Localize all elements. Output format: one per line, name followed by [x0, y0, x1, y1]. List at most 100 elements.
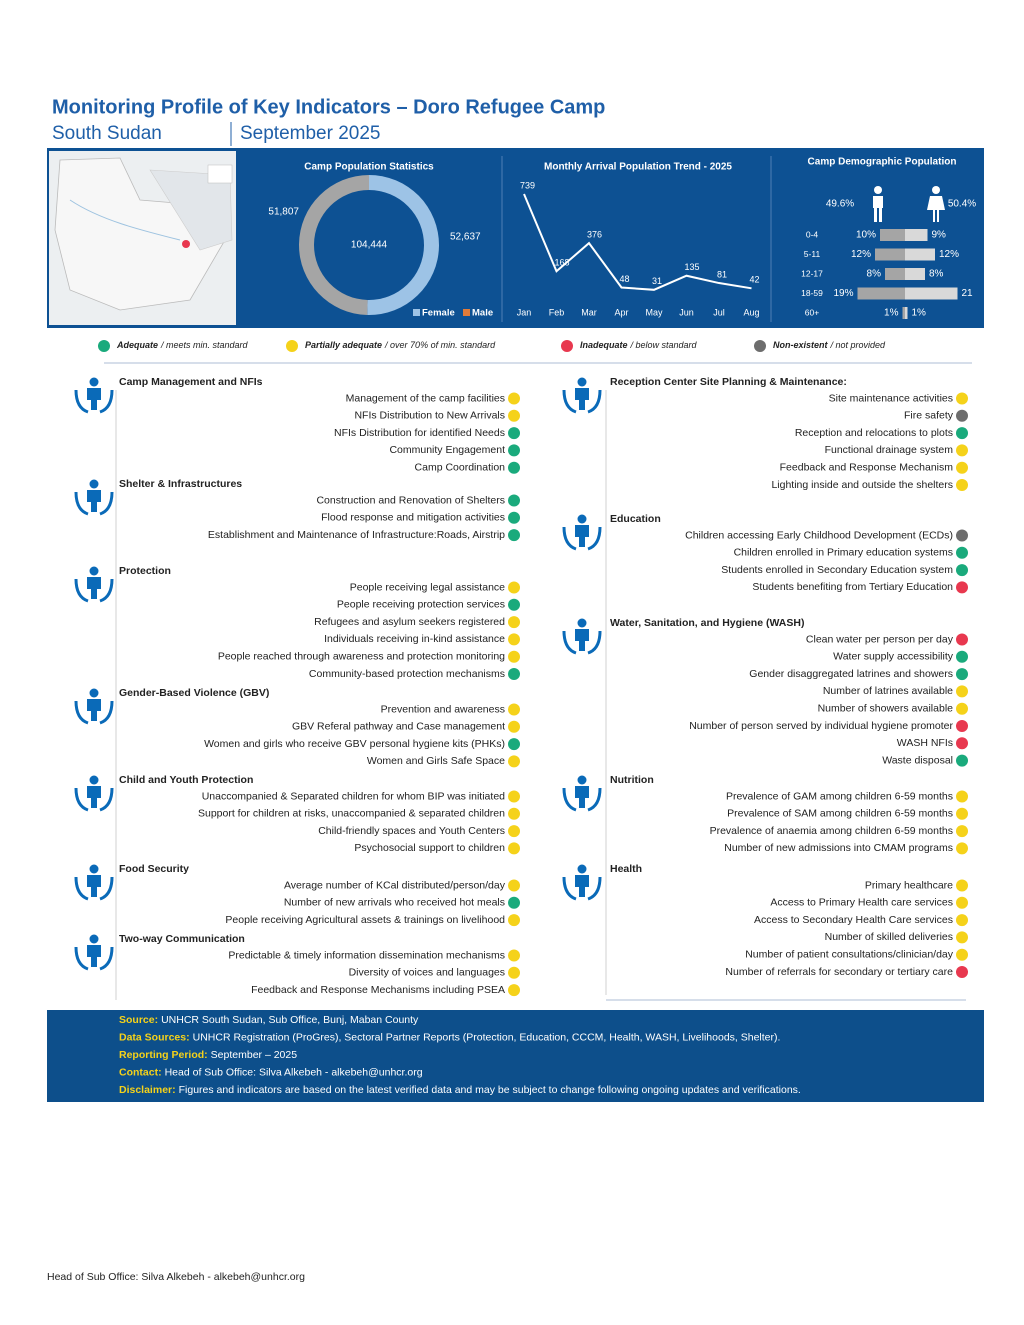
icon-part	[74, 946, 114, 971]
section-title: Reception Center Site Planning & Mainten…	[610, 376, 847, 388]
indicator: Water supply accessibility	[833, 651, 954, 663]
data-label: 376	[587, 229, 602, 239]
status-dot	[956, 737, 968, 750]
status-dot	[956, 966, 968, 978]
status-dot	[956, 720, 968, 732]
person-icon	[932, 186, 940, 194]
status-dot	[956, 948, 968, 961]
icon-part	[577, 514, 587, 524]
section-icon	[74, 775, 114, 812]
section-icon	[562, 775, 602, 812]
icon-part	[562, 876, 602, 901]
indicator: Primary healthcare	[865, 879, 953, 891]
indicator: GBV Referal pathway and Case management	[292, 721, 505, 733]
age-label: 60+	[805, 307, 819, 317]
status-dot	[508, 703, 520, 716]
icon-part	[575, 786, 589, 808]
icon-part	[577, 618, 587, 628]
icon-part	[89, 688, 99, 698]
share-label: 50.4%	[948, 199, 976, 210]
icon-part	[575, 525, 589, 547]
icon-part	[577, 377, 587, 387]
chart-title: Camp Demographic Population	[808, 157, 957, 168]
x-tick-label: Feb	[549, 307, 565, 317]
status-dot	[508, 529, 520, 542]
status-dot	[508, 427, 520, 440]
section-title: Food Security	[119, 863, 189, 875]
footer-label: Reporting Period:	[119, 1049, 208, 1061]
indicator: Number of showers available	[818, 702, 954, 714]
share-label: 49.6%	[826, 199, 854, 210]
indicator: Number of skilled deliveries	[825, 931, 953, 943]
section-title: Child and Youth Protection	[119, 774, 253, 786]
bar	[857, 287, 905, 300]
status-dot	[956, 807, 968, 820]
section-icon	[74, 566, 114, 603]
status-dot	[956, 879, 968, 892]
status-dot	[561, 340, 573, 352]
indicator: Reception and relocations to plots	[795, 427, 953, 439]
indicator: Camp Coordination	[415, 461, 506, 473]
indicator: Number of patient consultations/clinicia…	[745, 948, 954, 960]
status-dot	[754, 340, 766, 352]
status-dot	[508, 755, 520, 768]
icon-part	[89, 479, 99, 489]
icon-part	[87, 490, 101, 512]
indicator: Fire safety	[904, 410, 954, 422]
indicator: Flood response and mitigation activities	[321, 512, 505, 524]
indicator: Students benefiting from Tertiary Educat…	[752, 581, 953, 593]
icon-part	[562, 526, 602, 551]
legend-swatch	[463, 309, 470, 316]
status-dot	[508, 807, 520, 820]
data-label: 19%	[833, 288, 853, 299]
indicator: Establishment and Maintenance of Infrast…	[208, 529, 505, 541]
data-label: 9%	[932, 230, 947, 241]
status-dot	[956, 754, 968, 767]
status-dot	[508, 444, 520, 457]
icon-part	[577, 775, 587, 785]
icon-part	[74, 491, 114, 516]
footer-text: Figures and indicators are based on the …	[179, 1084, 801, 1096]
status-text: Non-existent / not provided	[773, 340, 886, 350]
x-tick-label: Mar	[581, 307, 597, 317]
legend-label: Female	[422, 308, 455, 319]
indicator: Number of new admissions into CMAM progr…	[724, 842, 953, 854]
icon-part	[562, 389, 602, 414]
data-label: 739	[520, 180, 535, 190]
icon-part	[87, 945, 101, 967]
status-dot	[508, 879, 520, 892]
icon-part	[577, 864, 587, 874]
indicator: People receiving legal assistance	[350, 581, 505, 593]
indicator: Psychosocial support to children	[354, 842, 505, 854]
icon-part	[87, 875, 101, 897]
section-title: Two-way Communication	[119, 933, 245, 945]
status-dot	[286, 340, 298, 352]
indicator: NFIs Distribution to New Arrivals	[354, 410, 505, 422]
icon-part	[74, 389, 114, 414]
age-label: 0-4	[806, 229, 819, 239]
status-dot	[508, 598, 520, 611]
status-dot	[508, 392, 520, 405]
indicator: Community-based protection mechanisms	[309, 668, 505, 680]
status-note: / over 70% of min. standard	[384, 340, 496, 350]
status-dot	[508, 914, 520, 927]
status-dot	[508, 790, 520, 803]
status-dot	[508, 842, 520, 855]
status-dot	[508, 966, 520, 979]
footer-box	[47, 1010, 984, 1102]
value-label: 51,807	[268, 207, 299, 218]
section-title: Camp Management and NFIs	[119, 376, 263, 388]
indicator: People receiving protection services	[337, 599, 505, 611]
indicator: Feedback and Response Mechanism	[780, 461, 954, 473]
status-dot	[956, 581, 968, 594]
footer-text: UNHCR South Sudan, Sub Office, Bunj, Mab…	[161, 1014, 419, 1026]
bar	[905, 229, 928, 241]
icon-part	[74, 578, 114, 603]
age-label: 12-17	[801, 268, 823, 278]
section-title: Protection	[119, 565, 171, 577]
indicator: Child-friendly spaces and Youth Centers	[318, 825, 505, 837]
footer-label: Source:	[119, 1014, 158, 1026]
indicator: Prevalence of anaemia among children 6-5…	[710, 825, 953, 837]
status-dot	[956, 564, 968, 577]
section-icon	[74, 688, 114, 725]
